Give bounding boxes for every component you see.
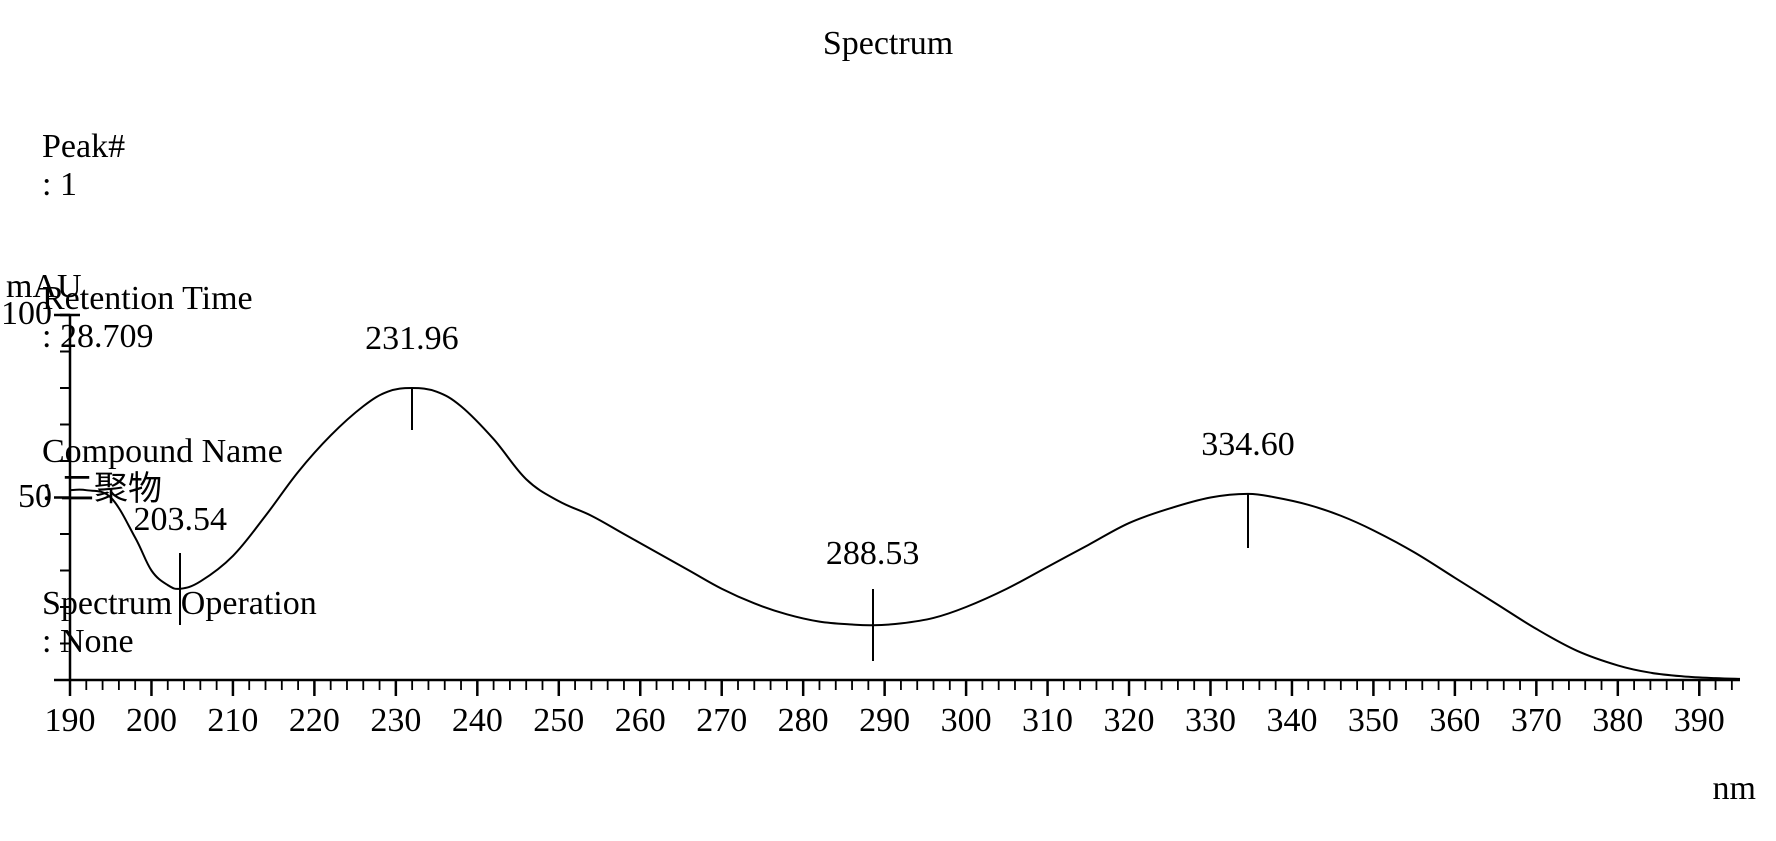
x-tick-label: 270 (696, 702, 747, 740)
x-tick-label: 380 (1592, 702, 1643, 740)
y-tick-label: 100 (0, 295, 52, 333)
x-tick-label: 240 (452, 702, 503, 740)
x-tick-label: 210 (207, 702, 258, 740)
peak-tick (1247, 494, 1249, 548)
peak-label: 288.53 (826, 535, 920, 573)
x-tick-label: 340 (1266, 702, 1317, 740)
peak-tick (411, 388, 413, 430)
x-tick-label: 200 (126, 702, 177, 740)
x-tick-label: 320 (1104, 702, 1155, 740)
x-tick-label: 230 (370, 702, 421, 740)
x-tick-label: 330 (1185, 702, 1236, 740)
peak-label: 334.60 (1201, 426, 1295, 464)
x-tick-label: 390 (1674, 702, 1725, 740)
x-tick-label: 360 (1429, 702, 1480, 740)
x-tick-label: 300 (941, 702, 992, 740)
spectrum-figure: { "title": "Spectrum", "meta": { "peak_l… (0, 0, 1776, 841)
x-tick-label: 350 (1348, 702, 1399, 740)
x-tick-label: 190 (45, 702, 96, 740)
x-tick-label: 250 (533, 702, 584, 740)
peak-tick (872, 589, 874, 661)
x-tick-label: 310 (1022, 702, 1073, 740)
x-tick-label: 220 (289, 702, 340, 740)
x-tick-label: 260 (615, 702, 666, 740)
peak-label: 231.96 (365, 320, 459, 358)
x-tick-label: 370 (1511, 702, 1562, 740)
y-tick-label: 50 (0, 478, 52, 516)
x-tick-label: 280 (778, 702, 829, 740)
x-tick-label: 290 (859, 702, 910, 740)
peak-label: 203.54 (134, 501, 228, 539)
peak-tick (179, 553, 181, 625)
